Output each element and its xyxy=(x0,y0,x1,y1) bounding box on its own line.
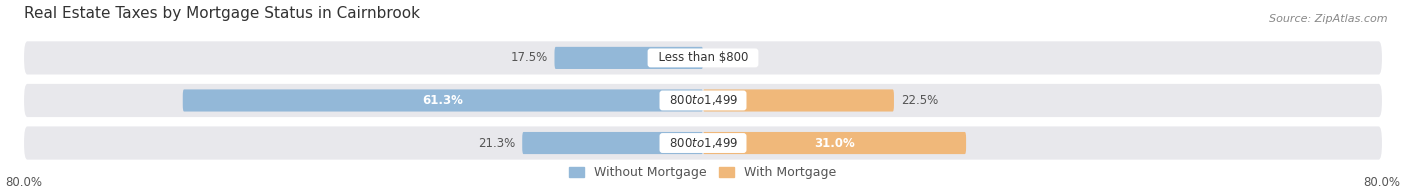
Text: 17.5%: 17.5% xyxy=(510,51,548,64)
Text: 31.0%: 31.0% xyxy=(814,136,855,150)
Text: Real Estate Taxes by Mortgage Status in Cairnbrook: Real Estate Taxes by Mortgage Status in … xyxy=(24,5,420,20)
FancyBboxPatch shape xyxy=(703,132,966,154)
FancyBboxPatch shape xyxy=(703,90,894,112)
Text: Less than $800: Less than $800 xyxy=(651,51,755,64)
Text: 22.5%: 22.5% xyxy=(901,94,938,107)
Legend: Without Mortgage, With Mortgage: Without Mortgage, With Mortgage xyxy=(569,166,837,179)
Text: 0.0%: 0.0% xyxy=(710,51,740,64)
Text: 21.3%: 21.3% xyxy=(478,136,516,150)
FancyBboxPatch shape xyxy=(522,132,703,154)
Text: 61.3%: 61.3% xyxy=(422,94,464,107)
FancyBboxPatch shape xyxy=(24,41,1382,74)
FancyBboxPatch shape xyxy=(24,84,1382,117)
FancyBboxPatch shape xyxy=(554,47,703,69)
Text: $800 to $1,499: $800 to $1,499 xyxy=(662,136,744,150)
Text: $800 to $1,499: $800 to $1,499 xyxy=(662,93,744,107)
FancyBboxPatch shape xyxy=(183,90,703,112)
Text: Source: ZipAtlas.com: Source: ZipAtlas.com xyxy=(1270,14,1388,24)
FancyBboxPatch shape xyxy=(24,126,1382,160)
